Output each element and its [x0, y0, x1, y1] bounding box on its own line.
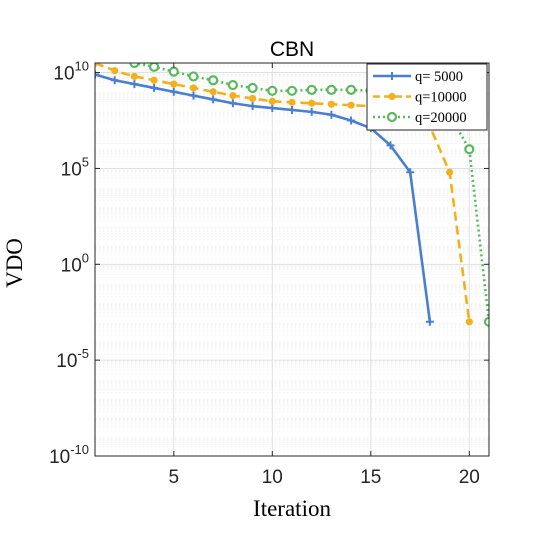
data-point [209, 95, 218, 104]
x-tick-label: 20 [459, 467, 480, 488]
data-point [227, 79, 238, 91]
data-point [129, 63, 140, 69]
data-point [425, 317, 434, 326]
data-point [286, 85, 298, 96]
x-tick-label: 5 [169, 467, 180, 488]
data-point [209, 88, 217, 96]
data-point [267, 85, 278, 96]
data-point [464, 144, 475, 155]
data-point [188, 71, 199, 82]
data-point [228, 99, 237, 108]
data-point [249, 94, 257, 103]
data-point [386, 141, 395, 150]
data-point [288, 98, 296, 106]
data-point [110, 76, 119, 85]
data-point [268, 97, 276, 105]
x-tick-label: 10 [262, 467, 283, 488]
legend-label: q=10000 [415, 90, 467, 106]
data-point [406, 168, 415, 177]
x-axis-label: Iteration [253, 496, 331, 521]
data-point [150, 76, 158, 84]
y-tick-label: 100 [61, 250, 89, 276]
data-point [446, 168, 454, 176]
data-point [208, 75, 219, 86]
data-point [248, 102, 257, 111]
data-point [347, 101, 355, 109]
data-point [308, 99, 316, 107]
data-point [388, 72, 396, 80]
data-point [327, 110, 336, 119]
series-2 [95, 63, 473, 326]
y-tick-label: 10-5 [56, 346, 89, 372]
data-point [229, 91, 237, 100]
data-point [95, 63, 99, 67]
data-point [347, 116, 356, 125]
y-tick-label: 1010 [53, 59, 89, 85]
data-point [150, 83, 159, 92]
data-point [306, 84, 317, 95]
data-point [170, 80, 178, 88]
data-point [326, 84, 337, 95]
y-tick-label: 10-10 [49, 442, 89, 468]
data-point [111, 67, 119, 75]
chart-title: CBN [270, 38, 314, 61]
x-tick-label: 15 [360, 467, 381, 488]
data-point [95, 70, 99, 79]
data-point [307, 107, 316, 116]
legend-label: q= 5000 [415, 69, 463, 85]
data-point [388, 92, 396, 101]
data-point [386, 111, 398, 123]
legend-label: q=20000 [415, 110, 467, 126]
data-point [169, 87, 178, 96]
data-point [149, 63, 160, 72]
data-point [247, 82, 258, 94]
plot-frame [94, 62, 490, 457]
data-point [483, 316, 489, 327]
data-point [268, 104, 277, 113]
data-point [130, 80, 139, 89]
data-point [130, 72, 138, 81]
y-axis-label: VDO [2, 238, 27, 288]
y-tick-label: 105 [61, 154, 89, 180]
data-point [346, 84, 357, 95]
data-point [327, 100, 335, 108]
data-point [189, 84, 198, 92]
data-point [189, 91, 198, 100]
data-point [168, 66, 179, 77]
legend: q= 5000 q=10000 q=20000 [366, 63, 488, 131]
data-point [288, 105, 296, 114]
data-point [465, 318, 473, 326]
